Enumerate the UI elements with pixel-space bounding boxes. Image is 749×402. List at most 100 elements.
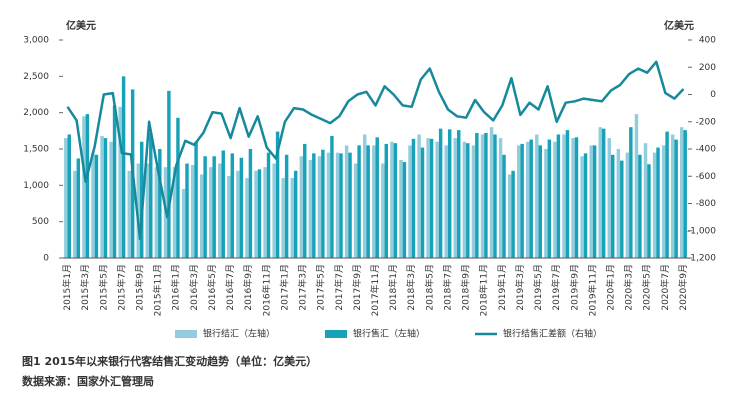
bar xyxy=(353,163,358,258)
bar xyxy=(372,145,376,258)
bar xyxy=(453,138,458,258)
bar xyxy=(638,154,642,258)
bar xyxy=(475,133,479,258)
bar xyxy=(236,170,240,258)
y2-tick-label: -1,000 xyxy=(687,226,716,236)
legend-label: 银行结售汇差额（右轴） xyxy=(503,328,602,340)
bar xyxy=(611,154,615,258)
bar xyxy=(471,145,476,258)
bar xyxy=(149,133,153,258)
x-tick-label: 2020年7月 xyxy=(659,264,671,311)
bar xyxy=(357,145,361,258)
x-tick-label: 2017年5月 xyxy=(315,264,327,311)
bar xyxy=(339,153,343,258)
bar xyxy=(598,127,602,258)
bar xyxy=(209,167,213,258)
x-tick-label: 2018年3月 xyxy=(405,264,417,311)
bar xyxy=(167,90,171,258)
x-tick-label: 2018年1月 xyxy=(387,264,399,311)
bar xyxy=(100,135,104,258)
y2-tick-label: -200 xyxy=(696,117,717,127)
bar xyxy=(221,150,225,258)
bar xyxy=(426,138,430,258)
y-tick-label: 500 xyxy=(32,217,49,227)
bar xyxy=(375,137,379,258)
x-tick-label: 2018年7月 xyxy=(441,264,453,311)
bar xyxy=(299,156,304,258)
bar xyxy=(263,167,267,258)
bar xyxy=(91,152,95,258)
x-tick-label: 2018年5月 xyxy=(423,264,435,311)
bar xyxy=(199,174,204,258)
x-tick-label: 2016年7月 xyxy=(224,264,236,311)
bar xyxy=(408,145,412,258)
bar xyxy=(348,152,352,258)
bar xyxy=(652,152,657,258)
x-tick-label: 2018年9月 xyxy=(460,264,472,311)
bar xyxy=(656,147,660,258)
x-tick-label: 2020年1月 xyxy=(605,264,617,311)
y2-tick-label: -1,200 xyxy=(687,254,716,264)
x-tick-label: 2015年7月 xyxy=(115,264,127,311)
x-tick-label: 2019年9月 xyxy=(568,264,580,311)
bar xyxy=(176,117,180,259)
y-axis-unit: 亿美元 xyxy=(66,19,96,32)
bar xyxy=(257,169,262,258)
bar xyxy=(94,154,99,258)
bar xyxy=(411,138,416,258)
bar xyxy=(76,158,81,258)
bar xyxy=(592,145,597,258)
bar xyxy=(203,156,207,258)
x-tick-label: 2017年11月 xyxy=(369,264,381,316)
bar xyxy=(67,134,71,258)
bar xyxy=(384,143,388,258)
y-tick-label: 3,000 xyxy=(23,36,49,46)
y-tick-label: 1,500 xyxy=(23,145,49,155)
bar xyxy=(194,141,198,258)
bar xyxy=(185,163,189,258)
legend-label: 银行结汇（左轴） xyxy=(203,328,275,340)
bar xyxy=(326,152,331,258)
y-tick-label: 2,000 xyxy=(23,108,49,118)
bar xyxy=(284,154,289,258)
y-tick-label: 0 xyxy=(43,254,49,264)
bar xyxy=(535,134,539,258)
bar xyxy=(118,106,122,258)
bar xyxy=(321,149,325,258)
bar xyxy=(502,154,506,258)
bar xyxy=(665,131,669,258)
x-tick-label: 2020年3月 xyxy=(623,264,635,311)
bar xyxy=(154,167,159,258)
bar xyxy=(381,163,385,258)
bar xyxy=(544,149,548,258)
bar xyxy=(281,178,285,258)
y-tick-label: 2,500 xyxy=(23,72,49,82)
bar xyxy=(121,76,126,258)
bar xyxy=(290,178,294,258)
bar xyxy=(145,163,150,258)
bar xyxy=(574,137,579,258)
legend-swatch xyxy=(325,330,347,338)
bar xyxy=(547,139,552,258)
bar xyxy=(218,163,222,258)
bar xyxy=(420,147,425,258)
bar xyxy=(634,114,639,259)
x-tick-label: 2015年11月 xyxy=(152,264,164,316)
bar xyxy=(462,141,467,258)
bar xyxy=(390,141,394,258)
x-tick-label: 2015年1月 xyxy=(61,264,73,311)
x-tick-label: 2016年1月 xyxy=(170,264,182,311)
y2-tick-label: -800 xyxy=(696,199,717,209)
bar xyxy=(335,152,340,258)
y2-tick-label: -600 xyxy=(696,172,717,182)
bar xyxy=(489,127,494,258)
y-tick-label: 1,000 xyxy=(23,181,49,191)
bar xyxy=(438,128,443,258)
bar xyxy=(629,127,633,258)
bar xyxy=(620,160,624,258)
bar xyxy=(245,178,249,258)
bar xyxy=(190,164,195,258)
y2-axis-unit: 亿美元 xyxy=(664,19,694,32)
bar xyxy=(248,149,253,258)
